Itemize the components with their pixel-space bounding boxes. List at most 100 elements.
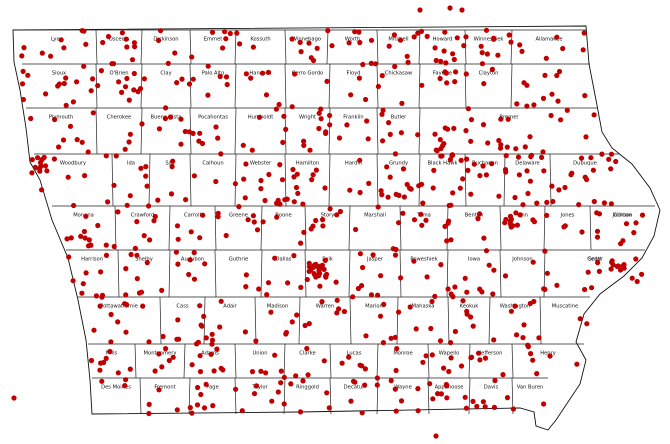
location-dot [479,50,485,56]
location-dot [404,53,410,59]
location-dot [124,44,130,50]
location-dot [301,142,307,148]
location-dot [187,405,193,411]
location-dot [582,286,588,293]
location-dot [639,212,646,218]
location-dot [483,248,490,254]
location-dot [123,36,129,42]
county-label: Johnson [511,257,532,263]
county-label: Kossuth [250,37,270,43]
county-label: Clay [160,71,171,77]
county-boundary [376,343,379,379]
location-dot [441,141,447,147]
location-dot [223,36,229,42]
location-dot [91,327,97,333]
location-dot [253,338,259,344]
county-boundary [328,63,331,109]
location-dot [544,270,551,276]
location-dot [442,69,448,75]
county-label: Keokuk [460,304,479,310]
location-dot [327,206,333,212]
location-dot [379,73,385,79]
location-dot [531,219,538,225]
location-dot [93,293,99,299]
location-dot [111,182,117,188]
county-label: Pottawattamie [100,304,138,310]
location-dot [378,273,384,279]
location-dot [420,200,426,206]
county-label: Madison [267,304,289,310]
county-boundary [326,29,329,65]
location-dot [19,53,25,59]
location-dot [258,186,264,192]
county-boundary [503,153,506,207]
location-dot [621,262,627,268]
county-label: Shelby [135,257,153,263]
location-dot [423,217,429,223]
location-dot [278,380,284,386]
location-dot [474,403,480,409]
county-boundary [464,153,467,207]
location-dot [419,181,425,187]
location-dot [633,220,639,226]
location-dot [215,210,221,216]
county-label: Winnebago [292,37,321,43]
county-boundary [510,63,513,109]
location-dot [368,60,374,66]
location-dot [275,389,281,395]
location-dot [424,33,430,40]
location-dot [477,357,483,363]
location-dot [156,351,162,357]
county-boundary [284,63,287,109]
location-dot [540,149,546,155]
location-dot [480,163,486,169]
location-dot [209,341,215,347]
location-dot [223,232,229,239]
county-label: Des Moines [101,385,131,391]
location-dot [427,381,433,387]
location-dot [489,161,495,167]
county-label: Franklin [343,115,363,121]
location-dot [245,217,251,223]
location-dot [83,270,89,276]
county-label: Allamakee [535,37,562,43]
location-dot [215,135,221,141]
location-dot [438,58,444,64]
location-dot [539,154,545,160]
location-dot [189,362,195,368]
location-dot [327,112,333,119]
location-dot [448,291,454,297]
location-dot [599,151,605,157]
county-boundary [589,205,592,251]
location-dot [239,408,245,414]
location-dot [304,276,310,283]
location-dot [424,274,430,280]
location-dot [20,96,26,103]
location-dot [199,140,206,147]
county-boundary [418,29,421,65]
location-dot [63,102,69,108]
location-dot [393,408,399,414]
location-dot [302,322,308,329]
location-dot [272,352,278,358]
location-dot [468,191,474,197]
location-dot [227,30,233,37]
county-label: Guthrie [229,257,248,263]
county-boundary [298,296,301,345]
location-dot [613,158,619,165]
location-dot [134,252,140,258]
location-dot [60,137,67,143]
location-dot [420,359,426,365]
location-dot [357,189,363,196]
location-dot [301,138,307,144]
location-dot [388,335,394,341]
location-dot [42,163,49,169]
location-dot [128,251,134,258]
location-dot [393,191,399,197]
location-dot [531,102,537,108]
location-dot [105,199,111,205]
location-dot [190,76,196,82]
location-dot [146,410,152,417]
location-dot [380,107,386,113]
location-dot [507,221,513,227]
